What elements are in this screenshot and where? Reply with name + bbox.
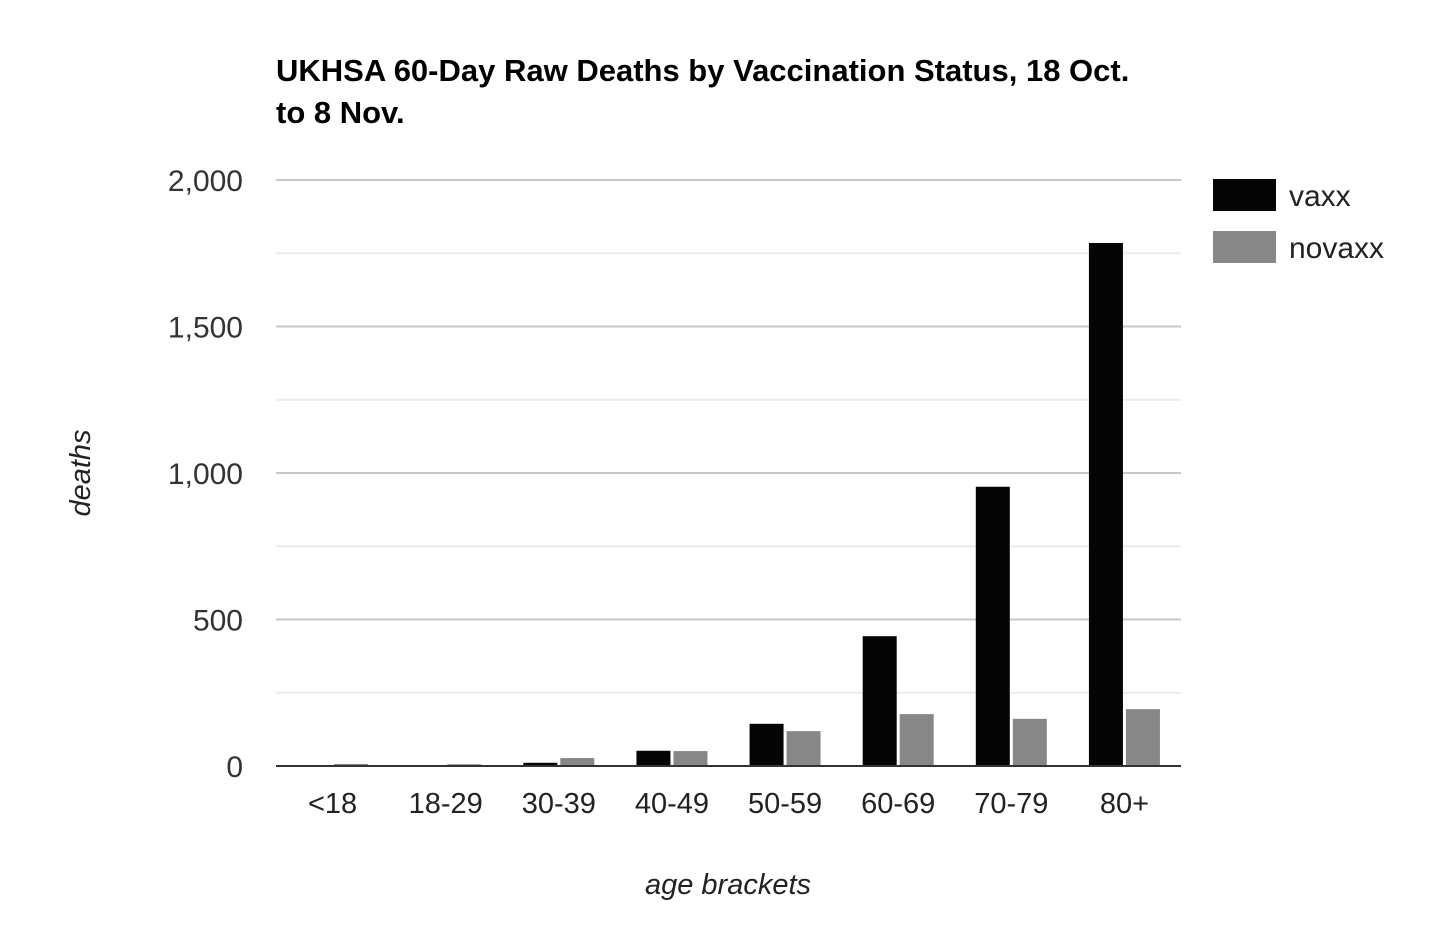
chart-title-line-1: UKHSA 60-Day Raw Deaths by Vaccination S… (276, 53, 1129, 88)
x-tick-label: <18 (308, 788, 357, 820)
bar-novaxx-<18 (334, 763, 369, 766)
bar-vaxx-50-59 (749, 723, 784, 766)
y-tick-label: 500 (193, 605, 243, 638)
x-axis-title: age brackets (645, 869, 811, 901)
bar-vaxx-70-79 (975, 486, 1010, 766)
x-tick-label: 60-69 (861, 788, 935, 820)
x-tick-label: 40-49 (635, 788, 709, 820)
bar-novaxx-30-39 (560, 758, 595, 766)
bars (297, 242, 1160, 766)
bar-novaxx-80+ (1125, 709, 1160, 766)
y-tick-label: 1,500 (168, 312, 243, 345)
y-tick-label: 0 (226, 751, 243, 784)
x-axis-tick-labels: <18 18-29 30-39 40-49 50-59 60-69 70-79 80+ (308, 788, 1149, 820)
y-tick-label: 1,000 (168, 458, 243, 491)
bar-vaxx-30-39 (523, 762, 558, 766)
x-tick-label: 80+ (1100, 788, 1149, 820)
bar-vaxx-40-49 (636, 750, 671, 766)
legend-label-novaxx: novaxx (1289, 232, 1384, 265)
bar-novaxx-60-69 (899, 714, 934, 766)
y-axis-tick-labels: 0 500 1,000 1,500 2,000 (168, 165, 243, 784)
legend: vaxx novaxx (1213, 179, 1384, 265)
x-tick-label: 50-59 (748, 788, 822, 820)
legend-swatch-vaxx (1213, 179, 1276, 211)
chart-title-line-2: to 8 Nov. (276, 95, 405, 130)
x-tick-label: 70-79 (974, 788, 1048, 820)
x-tick-label: 18-29 (409, 788, 483, 820)
bar-vaxx-60-69 (862, 636, 897, 766)
bar-vaxx-80+ (1088, 242, 1123, 766)
x-tick-label: 30-39 (522, 788, 596, 820)
gridlines (276, 179, 1181, 694)
y-tick-label: 2,000 (168, 165, 243, 198)
legend-label-vaxx: vaxx (1289, 180, 1351, 213)
legend-swatch-novaxx (1213, 231, 1276, 263)
y-axis-title: deaths (65, 429, 97, 516)
bar-novaxx-40-49 (673, 751, 708, 766)
bar-novaxx-70-79 (1012, 718, 1047, 766)
bar-novaxx-50-59 (786, 731, 821, 766)
chart-title: UKHSA 60-Day Raw Deaths by Vaccination S… (276, 53, 1129, 130)
